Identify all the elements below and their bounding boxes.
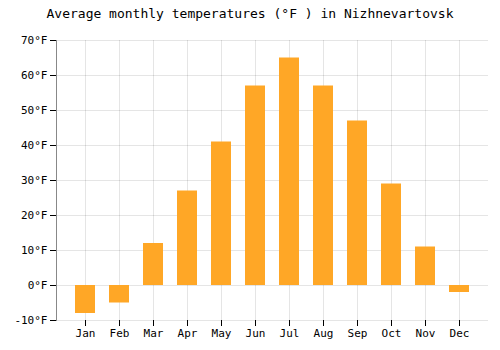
svg-text:May: May <box>212 327 232 340</box>
svg-text:Apr: Apr <box>178 327 198 340</box>
svg-text:50°F: 50°F <box>21 104 48 117</box>
svg-text:Sep: Sep <box>348 327 368 340</box>
svg-text:Feb: Feb <box>110 327 130 340</box>
svg-text:Nov: Nov <box>416 327 436 340</box>
svg-text:Jun: Jun <box>246 327 266 340</box>
svg-text:Jan: Jan <box>76 327 96 340</box>
svg-text:Mar: Mar <box>144 327 164 340</box>
html-text:Average monthly temperatures (: Average monthly temperatures (°F ) in Ni… <box>46 6 454 21</box>
svg-text:0°F: 0°F <box>28 279 48 292</box>
svg-text:Oct: Oct <box>382 327 402 340</box>
svg-text:-10°F: -10°F <box>14 314 47 327</box>
svg-text:30°F: 30°F <box>21 174 48 187</box>
svg-text:10°F: 10°F <box>21 244 48 257</box>
svg-text:Dec: Dec <box>450 327 470 340</box>
svg-text:70°F: 70°F <box>21 34 48 47</box>
svg-text:60°F: 60°F <box>21 69 48 82</box>
svg-text:Aug: Aug <box>314 327 334 340</box>
svg-text:20°F: 20°F <box>21 209 48 222</box>
svg-text:Jul: Jul <box>280 327 300 340</box>
svg-text:40°F: 40°F <box>21 139 48 152</box>
